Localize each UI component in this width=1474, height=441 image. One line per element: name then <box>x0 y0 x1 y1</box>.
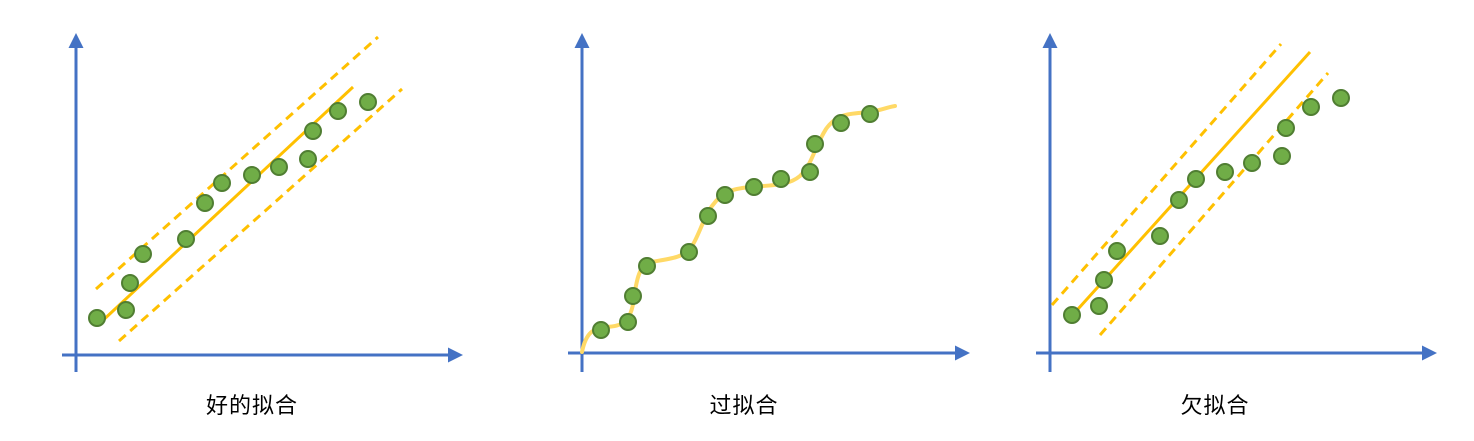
data-point <box>1243 154 1261 172</box>
data-point <box>1273 147 1291 165</box>
lower-bound-line <box>118 87 403 343</box>
data-point <box>1151 227 1169 245</box>
data-point <box>861 105 879 123</box>
panel-good-fit-axes <box>62 33 463 372</box>
data-point <box>699 207 717 225</box>
data-point <box>304 122 322 140</box>
panel-underfit-lines <box>1050 43 1330 336</box>
data-point <box>619 313 637 331</box>
data-point <box>592 321 610 339</box>
data-point <box>624 287 642 305</box>
data-point <box>1332 89 1350 107</box>
data-point <box>213 174 231 192</box>
data-point <box>117 301 135 319</box>
panel-underfit-points <box>1063 89 1350 324</box>
data-point <box>88 309 106 327</box>
data-point <box>270 158 288 176</box>
panel-good-fit-lines <box>95 35 403 343</box>
data-point <box>680 243 698 261</box>
data-point <box>177 230 195 248</box>
data-point <box>1216 163 1234 181</box>
data-point <box>1170 191 1188 209</box>
data-point <box>134 245 152 263</box>
lower-bound-line <box>1098 72 1330 336</box>
data-point <box>196 194 214 212</box>
data-point <box>1063 306 1081 324</box>
data-point <box>716 186 734 204</box>
panel-underfit-label: 欠拟合 <box>1180 394 1250 419</box>
data-point <box>329 102 347 120</box>
data-point <box>1095 271 1113 289</box>
data-point <box>772 170 790 188</box>
data-point <box>1090 297 1108 315</box>
data-point <box>359 93 377 111</box>
data-point <box>1108 242 1126 260</box>
data-point <box>243 166 261 184</box>
panel-overfit-points <box>592 105 879 339</box>
panel-good-fit-label: 好的拟合 <box>205 394 298 419</box>
data-point <box>121 274 139 292</box>
panel-underfit-axes <box>1036 33 1437 372</box>
data-point <box>638 257 656 275</box>
panel-overfit-label: 过拟合 <box>709 394 779 419</box>
data-point <box>832 114 850 132</box>
upper-bound-line <box>1050 43 1283 306</box>
data-point <box>806 135 824 153</box>
panel-overfit-axes <box>568 33 970 372</box>
data-point <box>1302 98 1320 116</box>
data-point <box>1187 170 1205 188</box>
data-point <box>1277 119 1295 137</box>
data-point <box>801 163 819 181</box>
panel-good-fit-points <box>88 93 377 327</box>
data-point <box>745 178 763 196</box>
data-point <box>299 150 317 168</box>
